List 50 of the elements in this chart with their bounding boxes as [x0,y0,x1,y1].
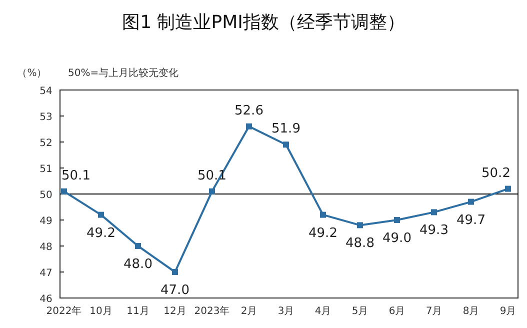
data-label: 49.7 [456,212,486,228]
y-tick-label: 46 [40,294,52,305]
y-tick-label: 49 [40,216,52,227]
data-label: 49.3 [420,223,448,238]
chart-title: 图1 制造业PMI指数（经季节调整） [122,12,405,33]
data-label: 50.1 [62,168,90,184]
x-tick-label: 8月 [462,306,480,317]
point [431,209,437,216]
point [283,142,289,148]
x-tick-label: 11月 [126,306,150,317]
y-tick-label: 50 [40,190,52,201]
x-tick-label: 12月 [164,306,186,317]
data-label: 49.0 [382,231,412,246]
data-label: 48.8 [346,236,374,252]
point [320,212,326,218]
y-tick-label: 48 [40,242,52,253]
x-tick-label: 10月 [90,306,112,317]
x-tick-label: 6月 [388,306,406,317]
x-tick-label: 2022年 [46,305,82,317]
y-tick-label: 51 [40,164,52,175]
y-tick-label: 47 [40,268,52,279]
point [505,186,511,192]
point [468,198,474,205]
point [135,243,141,249]
y-tick-label: 54 [40,86,52,97]
y-axis-title: （%） [17,68,47,79]
data-label: 51.9 [272,122,300,137]
x-tick-label: 9月 [500,306,516,317]
x-tick-label: 3月 [278,306,294,317]
data-label: 49.2 [308,226,338,241]
point [394,217,400,223]
data-label: 49.2 [86,226,116,241]
point [209,188,215,194]
point [357,222,363,228]
y-tick-label: 52 [40,138,52,149]
point [246,123,252,130]
data-label: 47.0 [160,283,190,298]
point [61,188,67,194]
text: 50%=与上月比较无变化 [68,67,179,79]
x-tick-label: 4月 [314,306,332,317]
x-tick-label: 5月 [352,306,368,317]
x-tick-label: 2023年 [194,305,230,317]
data-label: 50.2 [482,166,510,181]
x-tick-label: 7月 [426,306,442,317]
x-tick-label: 2月 [240,306,258,317]
point [98,212,104,218]
point [172,269,178,275]
data-label: 48.0 [124,257,152,272]
data-label: 52.6 [234,103,264,118]
y-tick-label: 53 [40,112,52,123]
